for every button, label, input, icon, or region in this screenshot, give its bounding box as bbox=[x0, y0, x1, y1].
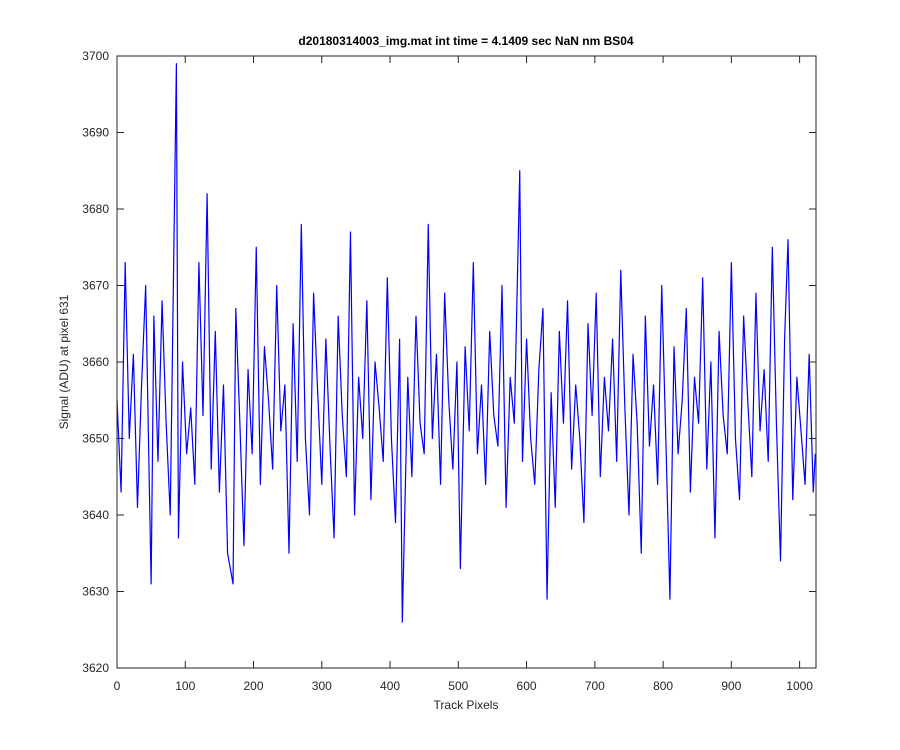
y-tick-label: 3620 bbox=[82, 661, 109, 675]
x-tick-label: 100 bbox=[175, 679, 195, 693]
chart-title: d20180314003_img.mat int time = 4.1409 s… bbox=[298, 34, 634, 48]
x-tick-label: 1000 bbox=[786, 679, 813, 693]
y-tick-label: 3700 bbox=[82, 49, 109, 63]
y-tick-label: 3650 bbox=[82, 432, 109, 446]
data-line bbox=[116, 63, 816, 623]
x-tick-label: 500 bbox=[448, 679, 468, 693]
x-tick-label: 800 bbox=[653, 679, 673, 693]
x-tick-label: 400 bbox=[380, 679, 400, 693]
x-tick-label: 200 bbox=[244, 679, 264, 693]
y-tick-label: 3670 bbox=[82, 279, 109, 293]
y-tick-label: 3660 bbox=[82, 355, 109, 369]
y-axis-label: Signal (ADU) at pixel 631 bbox=[57, 294, 71, 429]
x-tick-label: 900 bbox=[721, 679, 741, 693]
x-tick-label: 700 bbox=[585, 679, 605, 693]
y-tick-label: 3640 bbox=[82, 508, 109, 522]
x-tick-label: 300 bbox=[312, 679, 332, 693]
y-tick-label: 3630 bbox=[82, 585, 109, 599]
x-tick-label: 600 bbox=[517, 679, 537, 693]
y-tick-label: 3680 bbox=[82, 202, 109, 216]
y-tick-label: 3690 bbox=[82, 126, 109, 140]
x-axis-label: Track Pixels bbox=[434, 698, 499, 712]
x-tick-label: 0 bbox=[114, 679, 121, 693]
